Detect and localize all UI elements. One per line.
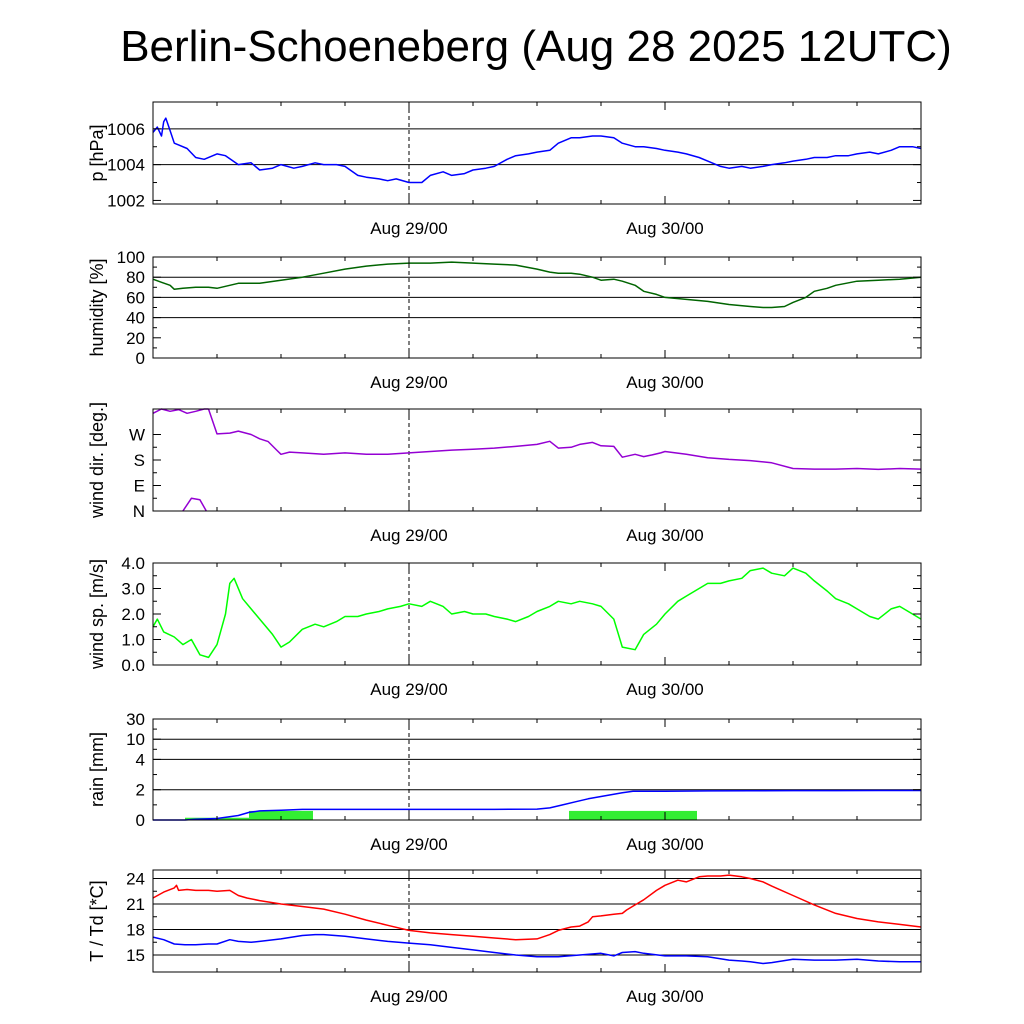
- rain-bar: [569, 810, 633, 820]
- series-line-wind_dir: [182, 497, 207, 512]
- panel-frame-rain: [152, 718, 922, 821]
- series-line-wind_dir: [207, 408, 922, 471]
- y-tick-label: 1.0: [121, 631, 145, 650]
- y-tick-label: 2.0: [121, 605, 145, 624]
- y-axis-label-pressure: p [hPa]: [87, 124, 107, 181]
- y-tick-label: 0.0: [121, 656, 145, 675]
- y-tick-label: 0: [136, 349, 145, 368]
- y-tick-label: W: [129, 426, 145, 445]
- x-tick-label: Aug 29/00: [370, 835, 448, 854]
- series-line-T: [152, 874, 922, 941]
- y-axis-label-wind_speed: wind sp. [m/s]: [87, 559, 107, 670]
- y-tick-label: 24: [126, 870, 145, 889]
- x-tick-label: Aug 30/00: [626, 987, 704, 1006]
- x-tick-label: Aug 29/00: [370, 680, 448, 699]
- y-tick-label: 18: [126, 921, 145, 940]
- y-axis-label-temperature: T / Td [*C]: [87, 880, 107, 961]
- series-line-Td: [152, 933, 921, 965]
- series-line-wind_dir: [152, 408, 209, 415]
- y-axis-label-wind_dir: wind dir. [deg.]: [87, 402, 107, 519]
- series-line-wind_speed: [152, 567, 922, 659]
- y-tick-label: 40: [126, 309, 145, 328]
- y-tick-label: S: [134, 451, 145, 470]
- series-line-pressure: [152, 117, 922, 184]
- y-tick-label: 4: [136, 750, 145, 769]
- y-tick-label: 4.0: [121, 554, 145, 573]
- page-title: Berlin-Schoeneberg (Aug 28 2025 12UTC): [120, 22, 952, 71]
- y-axis-label-humidity: humidity [%]: [87, 258, 107, 356]
- y-tick-label: 21: [126, 895, 145, 914]
- x-tick-label: Aug 30/00: [626, 526, 704, 545]
- y-tick-label: N: [133, 502, 145, 521]
- x-tick-label: Aug 29/00: [370, 219, 448, 238]
- y-tick-label: 3.0: [121, 580, 145, 599]
- y-tick-label: 100: [117, 248, 145, 267]
- panel-frame-pressure: [152, 101, 922, 205]
- x-tick-label: Aug 30/00: [626, 373, 704, 392]
- x-tick-label: Aug 29/00: [370, 987, 448, 1006]
- y-tick-label: 30: [126, 710, 145, 729]
- x-tick-label: Aug 30/00: [626, 219, 704, 238]
- panel-frame-wind_dir: [152, 408, 922, 512]
- x-tick-label: Aug 29/00: [370, 526, 448, 545]
- y-tick-label: 10: [126, 730, 145, 749]
- y-tick-label: 20: [126, 329, 145, 348]
- y-tick-label: 15: [126, 946, 145, 965]
- x-tick-label: Aug 29/00: [370, 373, 448, 392]
- x-tick-label: Aug 30/00: [626, 835, 704, 854]
- y-tick-label: 60: [126, 288, 145, 307]
- y-tick-label: 80: [126, 268, 145, 287]
- y-tick-label: 1004: [107, 156, 145, 175]
- series-line-humidity: [152, 261, 922, 309]
- y-tick-label: E: [134, 477, 145, 496]
- y-tick-label: 1002: [107, 191, 145, 210]
- y-axis-label-rain: rain [mm]: [87, 732, 107, 807]
- series-line-rain: [153, 789, 921, 821]
- x-tick-label: Aug 30/00: [626, 680, 704, 699]
- panel-frame-humidity: [152, 256, 922, 359]
- y-tick-label: 2: [136, 781, 145, 800]
- y-tick-label: 0: [136, 811, 145, 830]
- panel-frame-wind_speed: [152, 562, 922, 666]
- y-tick-label: 1006: [107, 120, 145, 139]
- rain-bar: [249, 810, 313, 820]
